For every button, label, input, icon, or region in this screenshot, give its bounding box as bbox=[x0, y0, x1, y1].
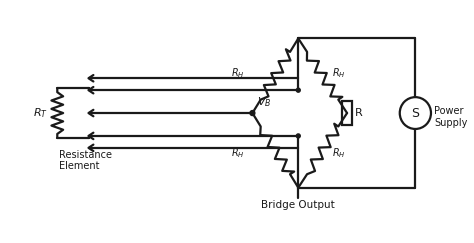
Text: $R_H$: $R_H$ bbox=[231, 66, 245, 80]
Text: Resistance
Element: Resistance Element bbox=[59, 150, 112, 172]
Circle shape bbox=[296, 134, 300, 138]
Text: S: S bbox=[411, 106, 419, 120]
Text: $R_H$: $R_H$ bbox=[332, 147, 346, 160]
Text: R: R bbox=[355, 108, 362, 118]
Text: Bridge Output: Bridge Output bbox=[261, 200, 335, 209]
Text: $R_H$: $R_H$ bbox=[231, 147, 245, 160]
Text: $R_T$: $R_T$ bbox=[33, 106, 47, 120]
Circle shape bbox=[296, 88, 300, 92]
Text: $R_H$: $R_H$ bbox=[332, 66, 346, 80]
Circle shape bbox=[250, 111, 255, 115]
Bar bbox=[342, 101, 353, 125]
Text: $V_B$: $V_B$ bbox=[257, 95, 272, 109]
Text: Power
Supply: Power Supply bbox=[434, 106, 467, 128]
